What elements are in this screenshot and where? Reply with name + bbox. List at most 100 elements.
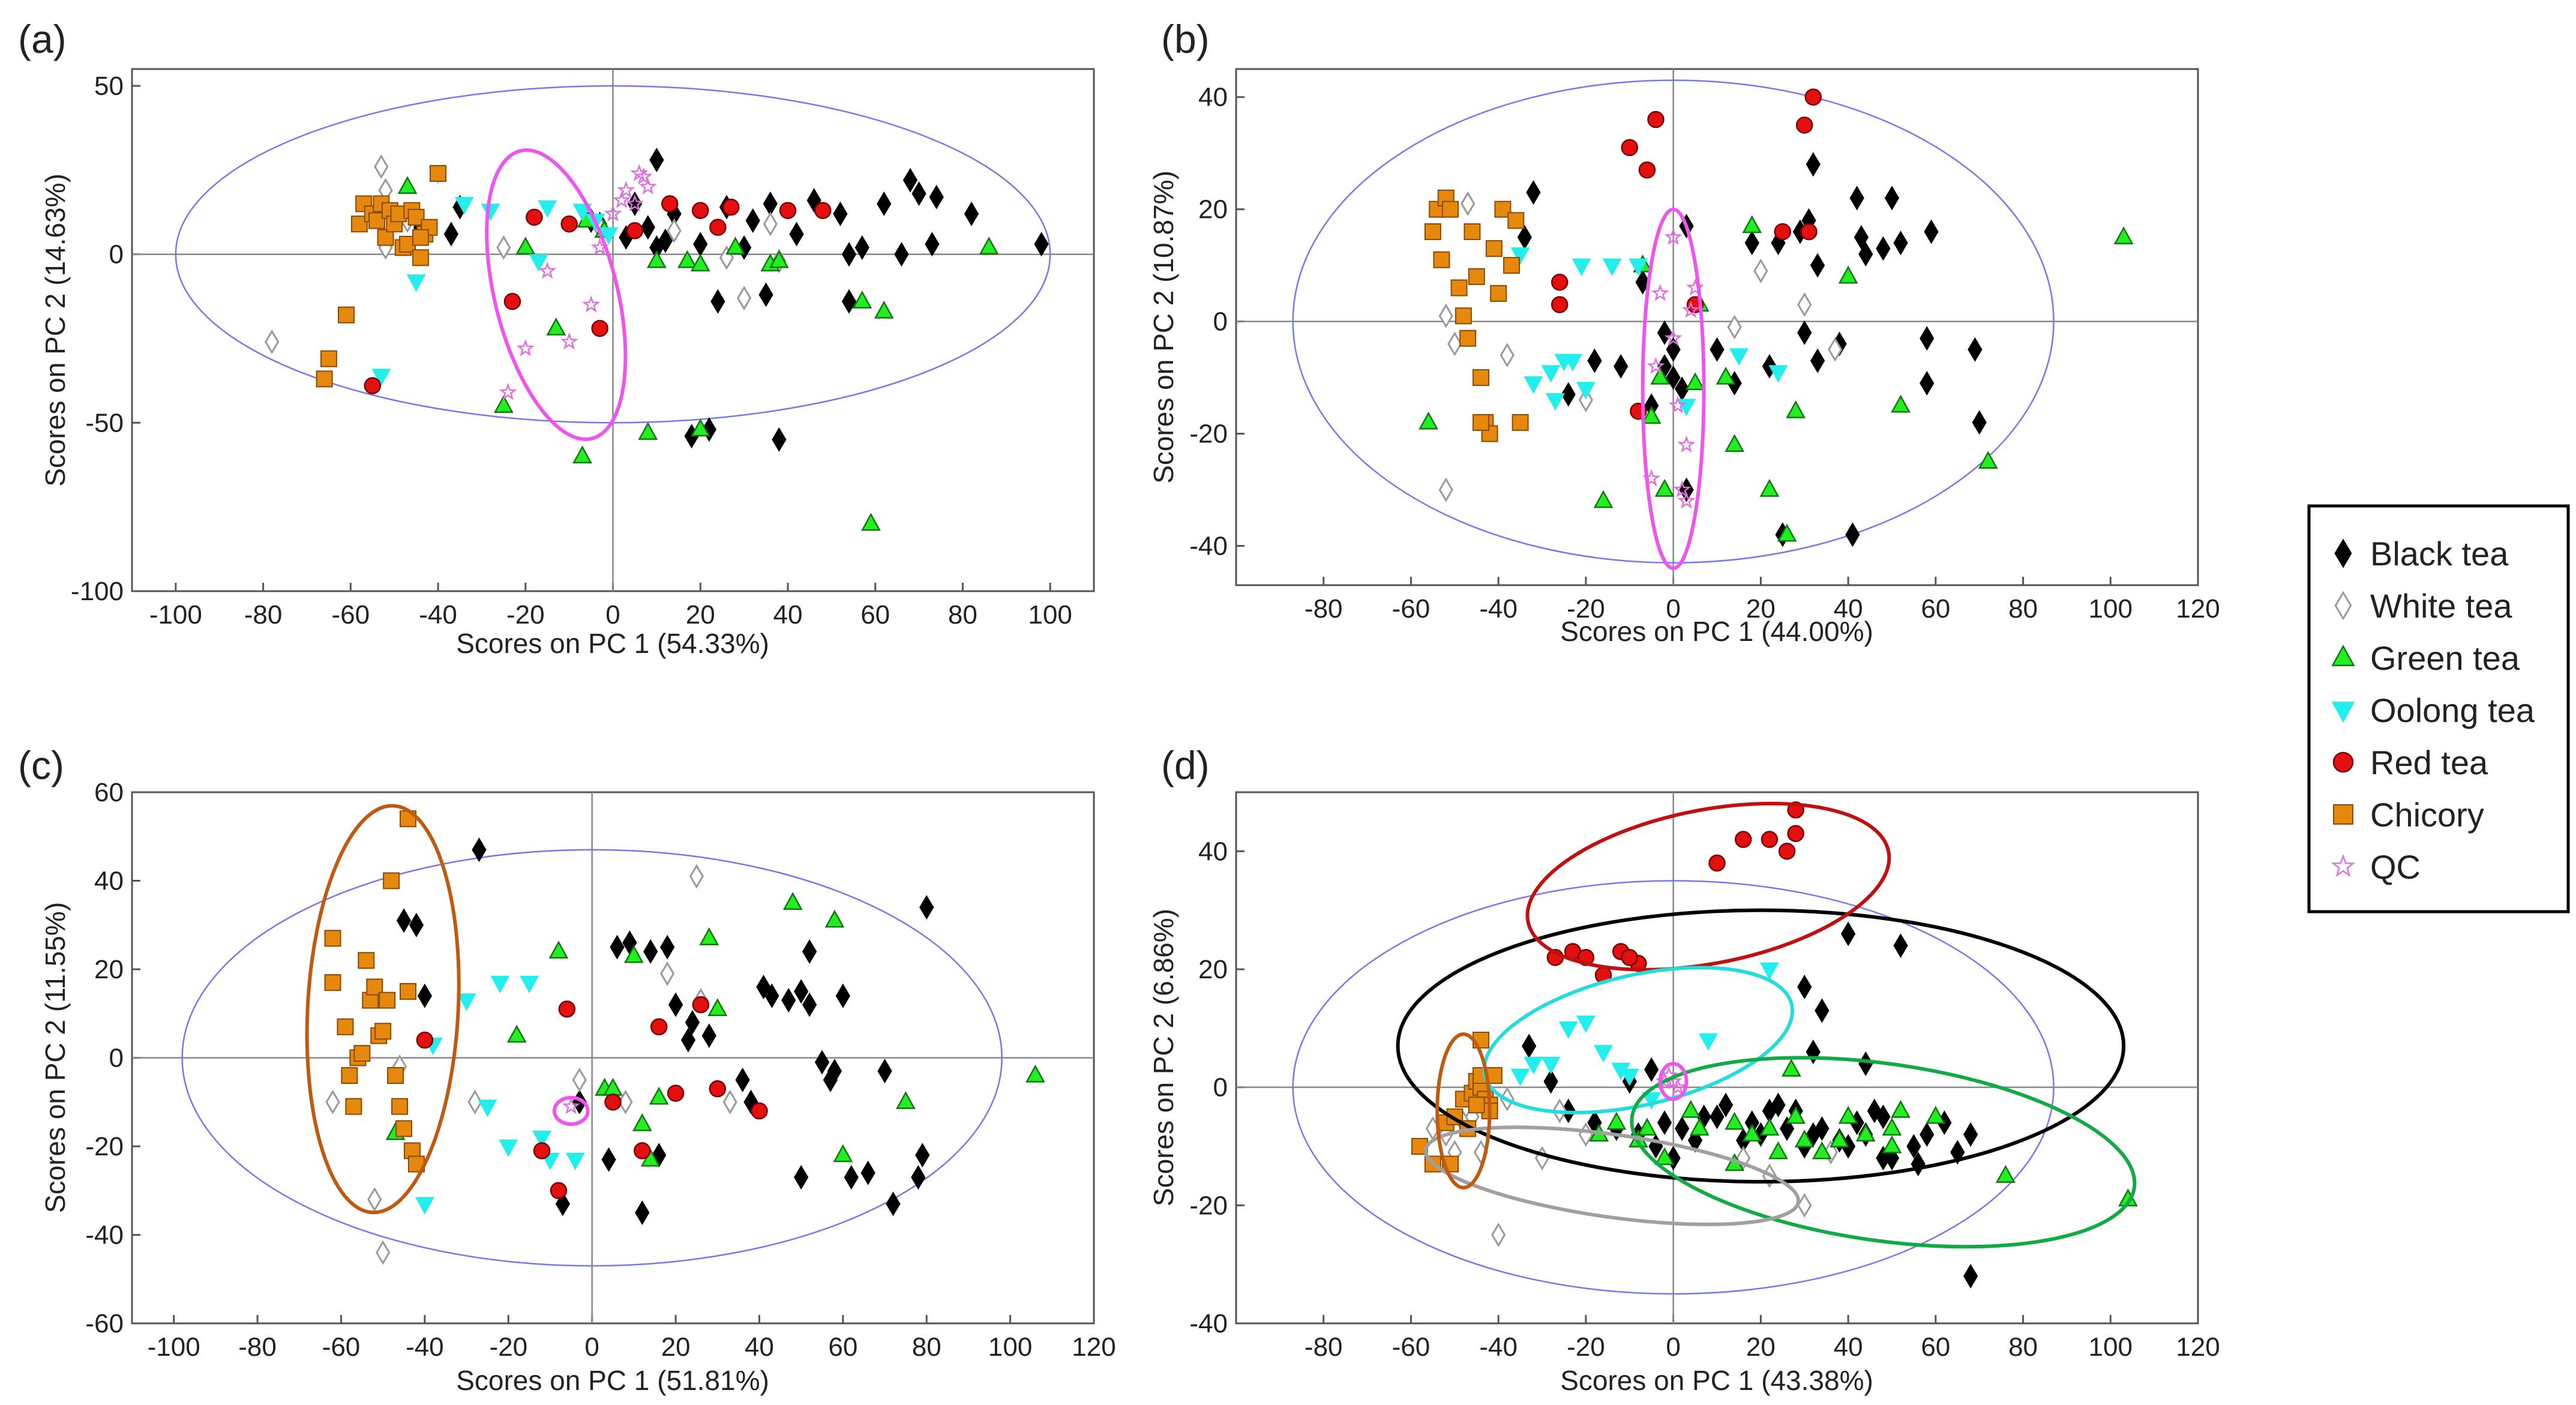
x-tick-label: -60	[1392, 594, 1431, 624]
data-point-oolong	[1545, 393, 1565, 411]
data-point-white	[572, 1067, 587, 1092]
confidence-ellipse	[181, 849, 1003, 1267]
data-point-black	[1034, 232, 1049, 257]
data-point-black	[1614, 354, 1629, 379]
x-tick-label: 40	[745, 1332, 774, 1362]
data-point-black	[643, 939, 658, 964]
data-point-white	[1736, 1146, 1751, 1171]
data-point-red	[533, 1142, 551, 1160]
x-tick-label: -80	[244, 600, 283, 630]
data-point-chicory	[341, 1067, 358, 1084]
data-point-chicory	[412, 229, 429, 246]
data-point-black	[1893, 230, 1908, 256]
data-point-red	[1800, 223, 1818, 241]
data-point-black	[1963, 1263, 1978, 1289]
legend-marker-chicory	[2333, 804, 2353, 825]
data-point-white	[667, 218, 682, 243]
group-ellipse-black	[1396, 908, 2126, 1184]
y-tick-labels: 60 40 20 0 -20 -40 -60	[85, 778, 140, 1338]
y-tick-label: 20	[1198, 955, 1228, 984]
data-point-red	[667, 1085, 685, 1102]
data-point-chicory	[368, 212, 386, 229]
data-point-black	[1924, 219, 1939, 244]
data-point-chicory	[353, 1045, 371, 1062]
data-point-green	[632, 1113, 652, 1131]
data-point-green	[638, 422, 658, 440]
data-point-black	[1815, 1116, 1830, 1141]
data-point-green	[1891, 394, 1911, 413]
data-point-oolong	[371, 369, 391, 387]
data-point-green	[572, 445, 592, 464]
data-point-black	[1635, 269, 1650, 295]
data-point-chicory	[395, 1120, 413, 1137]
data-point-oolong	[1768, 365, 1788, 383]
data-point-red	[650, 1018, 668, 1036]
data-point-oolong	[1541, 365, 1561, 383]
panel-label: (a)	[18, 17, 67, 61]
data-point-black	[886, 1191, 901, 1217]
data-point-black	[793, 979, 809, 1004]
x-tick-label: 60	[828, 1332, 857, 1362]
x-tick-label: 20	[1746, 1332, 1776, 1362]
data-point-green	[1768, 1141, 1788, 1160]
data-point-green	[707, 998, 728, 1017]
data-point-green	[782, 892, 803, 910]
data-point-black	[668, 992, 683, 1017]
data-point-green	[895, 1091, 916, 1109]
series-oolong	[1510, 247, 1788, 417]
data-point-green	[506, 1024, 527, 1043]
x-tick-label: 100	[988, 1332, 1032, 1362]
x-tick-labels: -80 -60 -40 -20 0 20 40 60 80 100 120	[1305, 1315, 2220, 1362]
data-point-green	[1681, 1100, 1701, 1118]
data-point-black	[1920, 370, 1935, 396]
group-ellipse-chicory	[1435, 1032, 1492, 1190]
data-point-black	[1806, 152, 1821, 177]
data-point-chicory	[338, 306, 355, 323]
x-tick-label: 100	[1028, 600, 1072, 630]
panel-b: (b) -80 -60 -40 -20 0 20 40 60 80 100 120 40 20 0 -20…	[1148, 17, 2220, 647]
data-point-black	[1526, 180, 1541, 205]
data-point-green	[1978, 451, 1998, 469]
data-point-black	[802, 939, 817, 964]
data-point-chicory	[391, 1098, 409, 1115]
data-point-black	[745, 208, 760, 233]
y-tick-label: -40	[1189, 532, 1228, 561]
data-point-white	[1500, 343, 1515, 368]
data-point-black	[1876, 236, 1891, 261]
data-point-black	[1587, 348, 1602, 373]
x-tick-label: 40	[1834, 594, 1863, 624]
data-point-chicory	[399, 982, 416, 1000]
y-tick-label: -100	[71, 577, 124, 606]
data-point-black	[1858, 241, 1873, 266]
data-point-oolong	[1729, 348, 1749, 366]
x-tick-label: -20	[506, 600, 545, 630]
data-point-black	[701, 417, 716, 442]
data-point-red	[503, 293, 521, 310]
data-point-oolong	[572, 203, 592, 221]
series-red	[1546, 801, 1804, 984]
data-point-green	[1812, 1141, 1832, 1160]
data-point-oolong	[1594, 1045, 1614, 1063]
data-point-oolong	[406, 274, 426, 292]
y-tick-label: 0	[1213, 307, 1228, 337]
x-axis-title: Scores on PC 1 (51.81%)	[456, 1365, 769, 1396]
data-point-red	[779, 202, 797, 219]
data-point-green	[623, 945, 644, 963]
data-point-chicory	[337, 1018, 354, 1035]
data-point-black	[417, 983, 433, 1008]
data-point-black	[1644, 1057, 1659, 1082]
data-point-green	[1025, 1064, 1045, 1083]
data-point-white	[659, 961, 675, 986]
data-point-black	[781, 988, 796, 1013]
data-point-qc	[516, 339, 535, 357]
data-point-red	[722, 198, 740, 216]
data-point-red	[558, 1000, 576, 1018]
x-tick-label: 80	[2008, 1332, 2038, 1362]
data-point-green	[515, 236, 536, 255]
y-tick-label: 50	[94, 71, 124, 101]
data-point-black	[877, 1059, 892, 1084]
data-point-red	[1787, 825, 1804, 843]
data-point-qc	[1647, 357, 1665, 375]
data-point-oolong	[1602, 258, 1622, 276]
